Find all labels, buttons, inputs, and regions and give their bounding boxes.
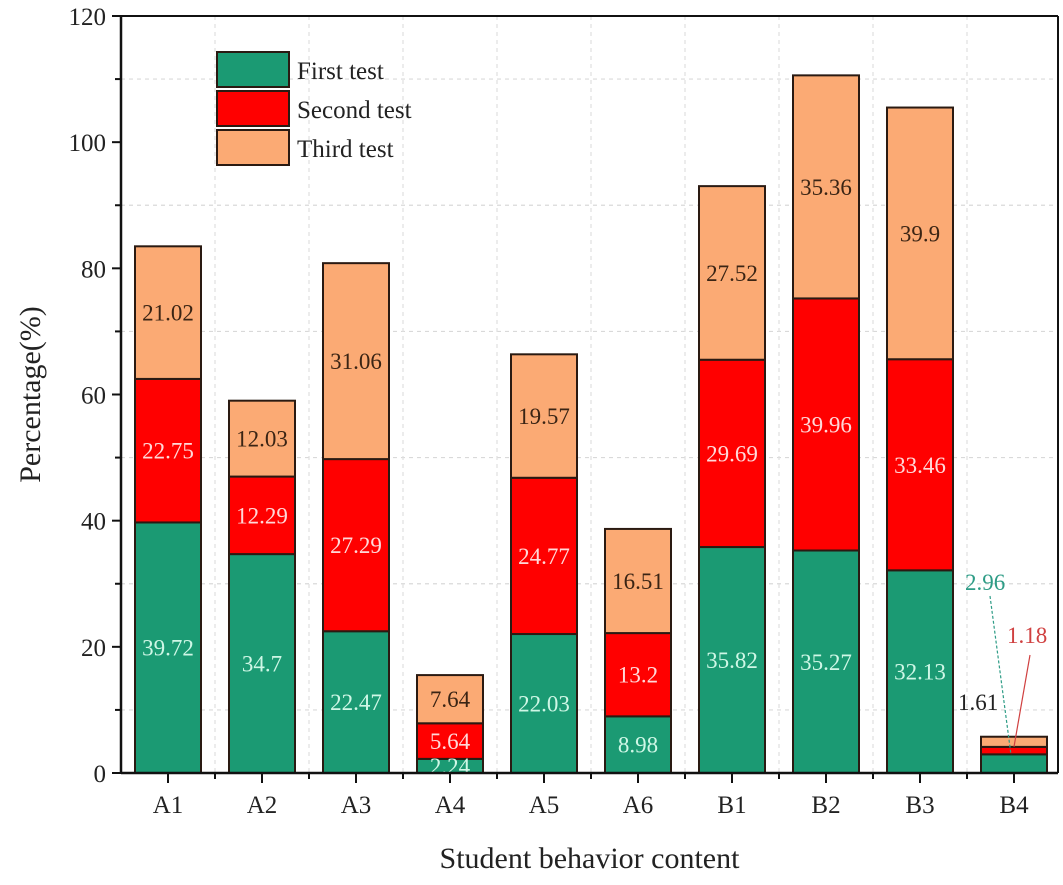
x-tick-label: A4 [435,792,466,819]
callout-leader-second [1013,654,1031,747]
data-label: 39.9 [900,221,940,246]
data-label: 33.46 [894,453,946,478]
x-tick-label: B1 [717,792,746,819]
data-label: 22.03 [518,692,570,717]
data-label: 32.13 [894,660,946,685]
bar-segment-first-test [792,549,860,774]
callout-second: 1.18 [1007,623,1047,648]
bar-segment-third-test [228,399,296,478]
x-tick-label: A6 [623,792,654,819]
x-tick-label: B2 [811,792,840,819]
legend: First test Second test Third test [216,51,412,166]
legend-swatch-first-test [216,51,290,88]
data-label: 12.29 [236,503,288,528]
data-label: 13.2 [618,663,658,688]
y-tick-label: 80 [81,256,106,283]
bar-segment-second-test [510,476,578,636]
data-label: 27.52 [706,261,758,286]
bar-segment-second-test [980,745,1048,756]
data-label: 7.64 [430,687,471,712]
y-axis-title: Percentage(%) [14,306,47,483]
x-tick-label: A1 [153,792,184,819]
bar-segment-third-test [698,185,766,361]
data-label: 34.7 [242,652,282,677]
bar-segment-third-test [604,527,672,635]
data-label: 35.36 [800,175,852,200]
callout-first: 2.96 [965,570,1005,595]
data-label: 39.96 [800,412,852,437]
bar-segment-third-test [980,735,1048,748]
y-tick-label: 20 [81,635,106,662]
data-label: 29.69 [706,441,758,466]
data-label: 27.29 [330,533,382,558]
callout-leader-first [989,595,1012,755]
legend-swatch-second-test [216,90,290,127]
data-label: 19.57 [518,404,570,429]
data-label: 8.98 [618,733,658,758]
x-tick-label: B4 [999,792,1029,819]
data-label: 22.75 [142,439,194,464]
bar-segment-second-test [698,358,766,549]
y-tick-label: 120 [69,4,107,31]
bar-segment-third-test [322,262,390,461]
legend-label: Third test [297,136,394,163]
legend-label: First test [297,58,384,85]
axes: 0 20 40 60 80 100 120 A1 A2 A3 A4 A5 A6 B1 B2 B3 B4 [69,4,1059,819]
data-label: 5.64 [430,729,471,754]
bar-segment-first-test [980,753,1048,774]
bar-segment-first-test [604,715,672,775]
gridlines [121,16,1058,773]
bar-labels: 39.72 22.75 21.02 34.7 12.29 12.03 22.47 27.29 3… [142,175,946,779]
x-tick-label: B3 [905,792,934,819]
bar-segment-second-test [886,358,954,572]
bar-segment-first-test [322,630,390,775]
legend-swatch-third-test [216,129,290,166]
bar-segment-second-test [792,297,860,552]
data-label: 24.77 [518,544,570,569]
y-tick-label: 60 [81,383,106,410]
y-tick-label: 0 [94,761,107,788]
bar-segment-second-test [604,632,672,718]
data-label: 39.72 [142,636,194,661]
x-tick-label: A2 [247,792,278,819]
callout-third: 1.61 [958,690,998,715]
bar-segment-second-test [322,458,390,633]
legend-label: Second test [297,97,412,124]
bar-segment-third-test [792,74,860,300]
bars [134,74,1048,775]
x-axis-title: Student behavior content [440,842,741,875]
bar-segment-second-test [416,722,484,760]
bar-segment-third-test [416,674,484,725]
data-label: 16.51 [612,569,664,594]
y-tick-label: 40 [81,509,106,536]
data-label: 31.06 [330,349,382,374]
data-label: 22.47 [330,690,382,715]
bar-segment-third-test [134,245,202,380]
bar-segment-first-test [134,521,202,774]
data-label: 21.02 [142,301,194,326]
bar-segment-third-test [510,353,578,479]
bar-segment-third-test [886,106,954,361]
x-tick-label: A3 [341,792,372,819]
data-label: 12.03 [236,427,288,452]
data-label: 35.82 [706,648,758,673]
x-tick-label: A5 [529,792,560,819]
y-tick-label: 100 [69,130,107,157]
data-label: 35.27 [800,650,852,675]
b4-callouts: 2.96 1.18 1.61 [958,570,1047,755]
